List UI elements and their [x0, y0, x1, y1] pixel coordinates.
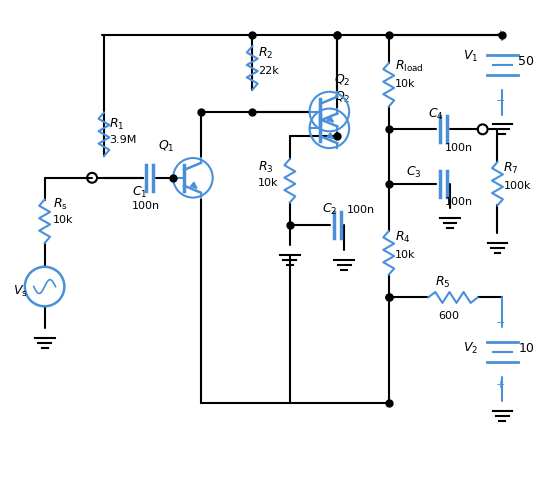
Text: 100k: 100k: [503, 181, 531, 191]
Text: $Q_2$: $Q_2$: [334, 90, 351, 105]
Text: $C_4$: $C_4$: [428, 106, 444, 122]
Text: $R_1$: $R_1$: [109, 117, 124, 133]
Text: 100n: 100n: [131, 201, 159, 211]
Text: $R_{\rm s}$: $R_{\rm s}$: [53, 197, 68, 211]
Text: 10: 10: [518, 342, 534, 355]
Text: $V_2$: $V_2$: [463, 341, 478, 356]
Text: $Q_1$: $Q_1$: [158, 139, 175, 154]
Text: $+$: $+$: [496, 28, 505, 40]
Text: 50: 50: [518, 55, 534, 68]
Text: 100n: 100n: [445, 198, 473, 207]
Text: $-$: $-$: [496, 94, 505, 103]
Text: $R_{\rm load}$: $R_{\rm load}$: [395, 59, 424, 74]
Text: $R_2$: $R_2$: [258, 46, 273, 61]
Text: $V_{\rm s}$: $V_{\rm s}$: [13, 284, 28, 298]
Text: $R_7$: $R_7$: [503, 161, 519, 176]
Text: 10k: 10k: [53, 215, 73, 225]
Text: $R_5$: $R_5$: [435, 275, 450, 290]
Text: $C_1$: $C_1$: [131, 185, 147, 199]
Text: 10k: 10k: [258, 178, 279, 188]
Text: $R_3$: $R_3$: [258, 160, 274, 175]
Text: 100n: 100n: [445, 143, 473, 153]
Text: $V_1$: $V_1$: [463, 49, 478, 64]
Text: $R_4$: $R_4$: [395, 230, 410, 245]
Text: $+$: $+$: [496, 379, 505, 391]
Text: 600: 600: [438, 311, 459, 321]
Text: $C_2$: $C_2$: [322, 202, 338, 217]
Text: 10k: 10k: [395, 79, 415, 89]
Text: $Q_2$: $Q_2$: [334, 73, 351, 88]
Text: $-$: $-$: [496, 316, 505, 326]
Text: 10k: 10k: [395, 250, 415, 260]
Text: 100n: 100n: [347, 205, 375, 215]
Text: 3.9M: 3.9M: [109, 135, 136, 145]
Text: 22k: 22k: [258, 66, 279, 76]
Text: $C_3$: $C_3$: [405, 165, 421, 180]
